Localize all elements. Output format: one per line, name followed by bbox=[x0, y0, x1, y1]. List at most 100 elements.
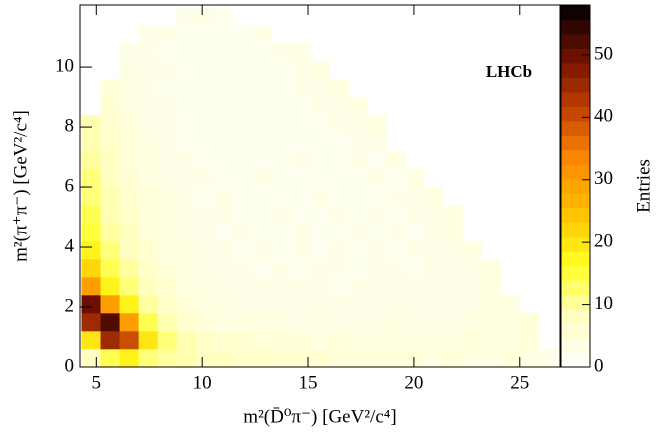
cell bbox=[329, 187, 349, 206]
cell bbox=[367, 295, 387, 314]
cell bbox=[329, 277, 349, 296]
cell bbox=[386, 349, 406, 368]
cell bbox=[119, 115, 139, 134]
cell bbox=[272, 43, 292, 62]
cell bbox=[405, 241, 425, 260]
cell bbox=[386, 187, 406, 206]
cell bbox=[195, 115, 216, 134]
cell bbox=[195, 313, 216, 332]
cell bbox=[195, 61, 216, 80]
cell bbox=[291, 223, 311, 242]
cell bbox=[195, 43, 216, 62]
cell bbox=[386, 295, 406, 314]
cell bbox=[100, 115, 120, 134]
cell bbox=[214, 43, 235, 62]
cell bbox=[310, 313, 330, 332]
cell bbox=[310, 277, 330, 296]
cell bbox=[367, 115, 387, 134]
y-tick-label: 6 bbox=[65, 175, 75, 196]
cell bbox=[214, 205, 235, 224]
cell bbox=[157, 169, 178, 188]
cell bbox=[424, 331, 444, 350]
cell bbox=[272, 187, 292, 206]
cell bbox=[119, 241, 139, 260]
cell bbox=[519, 331, 540, 350]
cell bbox=[100, 223, 120, 242]
cell bbox=[462, 259, 482, 278]
cell bbox=[310, 97, 330, 116]
cell bbox=[233, 115, 254, 134]
cell bbox=[291, 133, 311, 152]
cell bbox=[138, 313, 159, 332]
colorbar-step bbox=[561, 207, 590, 223]
cell bbox=[443, 313, 463, 332]
cell bbox=[119, 331, 139, 350]
cell bbox=[252, 25, 273, 44]
cell bbox=[481, 295, 502, 314]
cell bbox=[291, 349, 311, 368]
cell bbox=[329, 259, 349, 278]
cell bbox=[329, 349, 349, 368]
cell bbox=[214, 7, 235, 26]
cell bbox=[214, 79, 235, 98]
cell bbox=[81, 169, 101, 188]
cell bbox=[195, 7, 216, 26]
cell bbox=[138, 151, 159, 170]
cell bbox=[252, 61, 273, 80]
cell bbox=[252, 169, 273, 188]
cell bbox=[348, 97, 368, 116]
cell bbox=[157, 79, 178, 98]
cell bbox=[233, 295, 254, 314]
cell bbox=[310, 349, 330, 368]
cell bbox=[214, 115, 235, 134]
cell bbox=[157, 115, 178, 134]
cell bbox=[348, 313, 368, 332]
cell bbox=[252, 79, 273, 98]
cell bbox=[100, 133, 120, 152]
cell bbox=[195, 133, 216, 152]
colorbar-tick-label: 0 bbox=[594, 355, 604, 376]
cell bbox=[81, 133, 101, 152]
cell bbox=[138, 169, 159, 188]
cell bbox=[157, 61, 178, 80]
cell bbox=[310, 241, 330, 260]
colorbar-step bbox=[561, 352, 590, 368]
cell bbox=[81, 259, 101, 278]
cell bbox=[195, 277, 216, 296]
cell bbox=[386, 259, 406, 278]
x-tick-label: 25 bbox=[510, 372, 529, 393]
cell bbox=[252, 151, 273, 170]
cell bbox=[233, 313, 254, 332]
cell bbox=[81, 313, 101, 332]
cell bbox=[195, 331, 216, 350]
cell bbox=[348, 331, 368, 350]
cell bbox=[367, 223, 387, 242]
cell bbox=[81, 349, 101, 368]
cell bbox=[405, 169, 425, 188]
cell bbox=[100, 241, 120, 260]
cell bbox=[519, 313, 540, 332]
cell bbox=[100, 169, 120, 188]
cell bbox=[329, 151, 349, 170]
cell bbox=[81, 277, 101, 296]
cell bbox=[138, 43, 159, 62]
cell bbox=[310, 61, 330, 80]
colorbar-step bbox=[561, 338, 590, 354]
cell bbox=[481, 313, 502, 332]
cell bbox=[176, 295, 197, 314]
annotation: LHCb bbox=[486, 62, 532, 81]
cell bbox=[252, 259, 273, 278]
cell bbox=[157, 331, 178, 350]
cell bbox=[291, 151, 311, 170]
cell bbox=[176, 259, 197, 278]
x-tick-label: 15 bbox=[299, 372, 318, 393]
colorbar-tick-label: 10 bbox=[594, 293, 613, 314]
cell bbox=[252, 331, 273, 350]
cell bbox=[81, 241, 101, 260]
colorbar-step bbox=[561, 5, 590, 20]
cell bbox=[81, 223, 101, 242]
cell bbox=[272, 115, 292, 134]
cell bbox=[348, 187, 368, 206]
colorbar-step bbox=[561, 77, 590, 93]
cell bbox=[272, 79, 292, 98]
